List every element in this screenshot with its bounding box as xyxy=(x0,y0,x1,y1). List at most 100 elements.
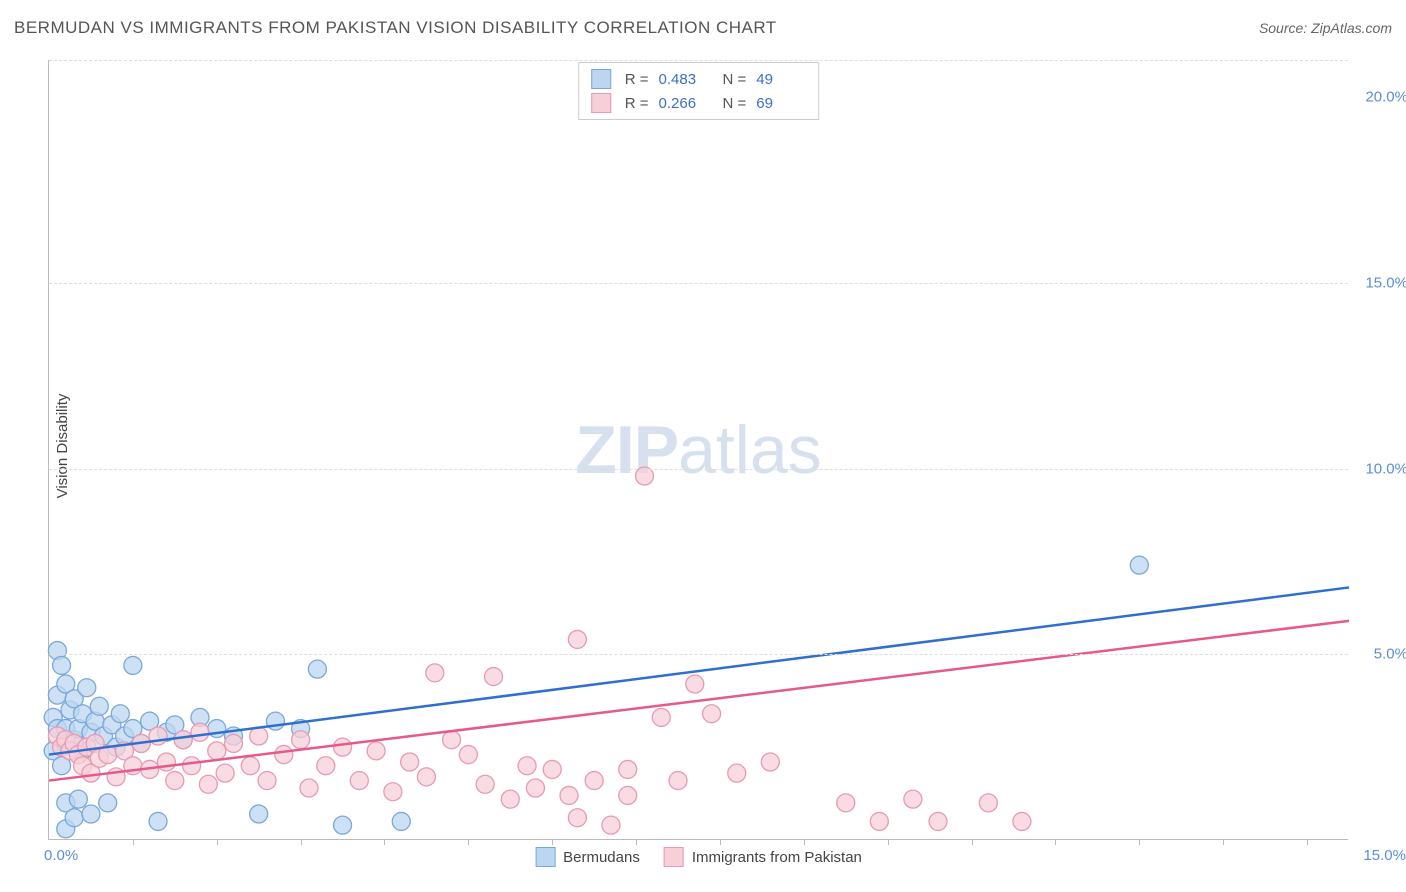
scatter-point xyxy=(1013,812,1031,830)
scatter-point xyxy=(485,668,503,686)
x-tick-mark xyxy=(133,839,134,845)
gridline xyxy=(49,469,1348,470)
scatter-point xyxy=(174,731,192,749)
x-tick-mark xyxy=(1055,839,1056,845)
scatter-point xyxy=(501,790,519,808)
scatter-point xyxy=(686,675,704,693)
scatter-point xyxy=(199,775,217,793)
scatter-point xyxy=(308,660,326,678)
scatter-point xyxy=(526,779,544,797)
scatter-point xyxy=(417,768,435,786)
scatter-point xyxy=(157,753,175,771)
scatter-point xyxy=(392,812,410,830)
x-tick-mark xyxy=(384,839,385,845)
scatter-point xyxy=(166,772,184,790)
legend-item: Immigrants from Pakistan xyxy=(664,847,862,867)
scatter-point xyxy=(635,467,653,485)
legend-label: Bermudans xyxy=(563,849,640,866)
scatter-point xyxy=(761,753,779,771)
x-tick-mark xyxy=(1139,839,1140,845)
trend-line xyxy=(49,621,1349,781)
scatter-point xyxy=(250,805,268,823)
y-tick-label: 20.0% xyxy=(1365,89,1406,106)
stat-r-value: 0.483 xyxy=(659,71,709,88)
scatter-point xyxy=(250,727,268,745)
stat-r-label: R = xyxy=(625,95,649,112)
scatter-point xyxy=(225,734,243,752)
scatter-point xyxy=(300,779,318,797)
scatter-point xyxy=(443,731,461,749)
scatter-point xyxy=(518,757,536,775)
scatter-point xyxy=(619,760,637,778)
scatter-point xyxy=(837,794,855,812)
scatter-point xyxy=(317,757,335,775)
scatter-point xyxy=(82,805,100,823)
scatter-point xyxy=(65,809,83,827)
scatter-point xyxy=(476,775,494,793)
y-tick-label: 15.0% xyxy=(1365,274,1406,291)
scatter-point xyxy=(568,809,586,827)
scatter-point xyxy=(703,705,721,723)
scatter-point xyxy=(292,731,310,749)
scatter-point xyxy=(78,679,96,697)
scatter-point xyxy=(459,746,477,764)
y-tick-label: 5.0% xyxy=(1374,646,1406,663)
stat-n-value: 49 xyxy=(756,71,806,88)
scatter-point xyxy=(401,753,419,771)
chart-title: BERMUDAN VS IMMIGRANTS FROM PAKISTAN VIS… xyxy=(14,18,777,38)
scatter-point xyxy=(99,794,117,812)
x-tick-mark xyxy=(720,839,721,845)
source-attribution: Source: ZipAtlas.com xyxy=(1259,20,1392,36)
legend-swatch xyxy=(591,93,611,113)
scatter-point xyxy=(384,783,402,801)
scatter-point xyxy=(334,738,352,756)
plot-svg xyxy=(49,60,1348,839)
scatter-point xyxy=(53,656,71,674)
scatter-point xyxy=(216,764,234,782)
scatter-point xyxy=(149,812,167,830)
legend-label: Immigrants from Pakistan xyxy=(692,849,862,866)
scatter-point xyxy=(258,772,276,790)
x-tick-mark xyxy=(804,839,805,845)
scatter-point xyxy=(90,697,108,715)
x-tick-mark xyxy=(552,839,553,845)
stat-r-label: R = xyxy=(625,71,649,88)
legend-bottom: Bermudans Immigrants from Pakistan xyxy=(535,847,862,867)
gridline xyxy=(49,654,1348,655)
stat-n-label: N = xyxy=(723,71,747,88)
scatter-point xyxy=(979,794,997,812)
gridline xyxy=(49,283,1348,284)
legend-item: Bermudans xyxy=(535,847,640,867)
trend-line xyxy=(49,587,1349,754)
plot-area: ZIPatlas R =0.483N =49R =0.266N =69 0.0%… xyxy=(48,60,1348,840)
scatter-point xyxy=(728,764,746,782)
x-tick-max: 15.0% xyxy=(1363,847,1406,864)
scatter-point xyxy=(619,786,637,804)
x-tick-mark xyxy=(636,839,637,845)
x-tick-mark xyxy=(217,839,218,845)
x-tick-mark xyxy=(1307,839,1308,845)
scatter-point xyxy=(124,656,142,674)
scatter-point xyxy=(275,746,293,764)
gridline xyxy=(49,60,1348,61)
x-tick-mark xyxy=(1223,839,1224,845)
stat-n-label: N = xyxy=(723,95,747,112)
scatter-point xyxy=(350,772,368,790)
scatter-point xyxy=(111,705,129,723)
stat-n-value: 69 xyxy=(756,95,806,112)
scatter-point xyxy=(191,723,209,741)
legend-stat-row: R =0.266N =69 xyxy=(587,91,811,115)
scatter-point xyxy=(904,790,922,808)
scatter-point xyxy=(426,664,444,682)
legend-swatch xyxy=(664,847,684,867)
legend-stats: R =0.483N =49R =0.266N =69 xyxy=(578,62,820,120)
scatter-point xyxy=(929,812,947,830)
scatter-point xyxy=(543,760,561,778)
scatter-point xyxy=(69,790,87,808)
x-tick-mark xyxy=(972,839,973,845)
scatter-point xyxy=(241,757,259,775)
x-tick-min: 0.0% xyxy=(44,847,78,864)
legend-swatch xyxy=(535,847,555,867)
y-tick-label: 10.0% xyxy=(1365,460,1406,477)
scatter-point xyxy=(870,812,888,830)
